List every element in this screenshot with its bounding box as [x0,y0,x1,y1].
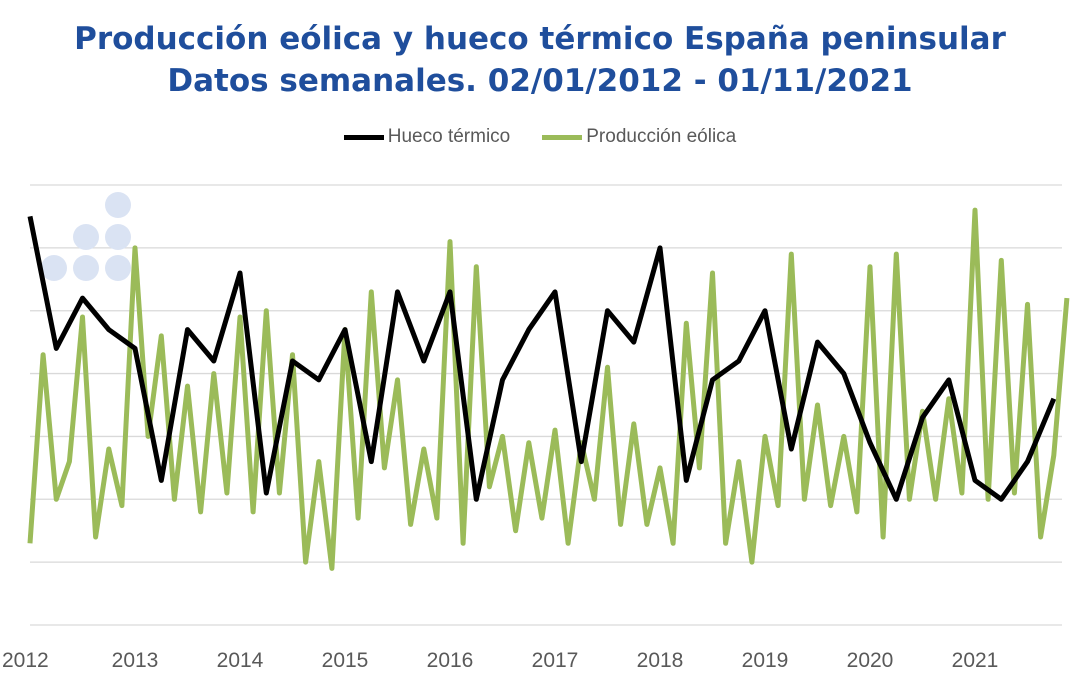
subtitle-line: Datos semanales. 02/01/2012 - 01/11/2021 [167,63,913,99]
series-line-hueco-termico [27,215,1057,502]
legend-swatch-green [542,134,583,140]
x-tick-label: 2018 [637,649,684,672]
watermark-dot [105,255,131,281]
x-tick-label: 2014 [217,649,264,672]
legend-label: Producción eólica [586,126,737,147]
x-tick-label: 2019 [742,649,789,672]
x-tick-label: 2012 [2,649,49,672]
x-tick-label: 2015 [322,649,369,672]
watermark-dot [41,255,67,281]
legend-swatch-black [343,134,384,140]
legend-label: Hueco térmico [387,126,511,147]
watermark-dot [73,224,99,250]
series-line-produccion-eolica [27,207,1070,571]
watermark-dot [73,255,99,281]
chart-title: Producción eólica y hueco térmico España… [0,18,1080,102]
legend-item-eolica: Producción eólica [542,126,736,148]
x-tick-label: 2016 [427,649,474,672]
x-tick-label: 2013 [112,649,159,672]
watermark-dot [105,192,131,218]
legend-item-hueco: Hueco térmico [343,126,511,148]
x-tick-label: 2020 [847,649,894,672]
title-line: Producción eólica y hueco térmico España… [74,21,1006,57]
x-tick-label: 2021 [952,649,999,672]
watermark-dot [105,224,131,250]
x-tick-label: 2017 [532,649,579,672]
legend: Hueco térmico Producción eólica [0,126,1080,148]
